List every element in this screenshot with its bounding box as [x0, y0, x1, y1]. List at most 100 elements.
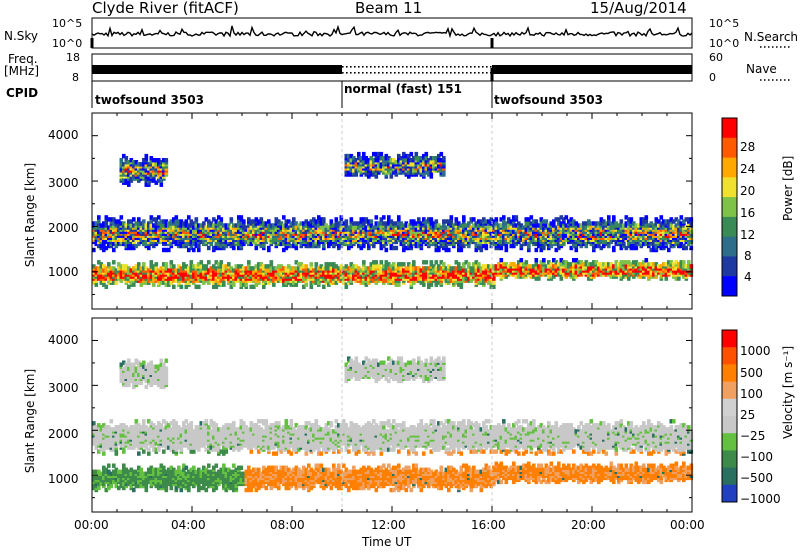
power-cell — [489, 221, 494, 226]
power-cell — [554, 247, 559, 253]
power-cell — [162, 262, 166, 267]
power-cell — [222, 223, 226, 228]
power-cell — [294, 221, 299, 226]
power-cell — [129, 268, 134, 273]
power-cell — [552, 274, 556, 279]
power-cell — [92, 221, 96, 226]
power-cell — [429, 174, 434, 179]
power-cell — [162, 223, 166, 228]
power-cell — [119, 158, 124, 163]
power-cell — [644, 258, 649, 263]
power-cell — [539, 260, 544, 265]
power-cell — [192, 225, 196, 230]
power-cell — [237, 241, 241, 247]
power-cell — [534, 258, 539, 263]
power-cell — [514, 215, 519, 220]
power-cell — [97, 219, 101, 224]
power-cell — [639, 221, 644, 226]
power-cell — [359, 156, 364, 161]
power-cell — [219, 260, 224, 265]
power-cell — [264, 268, 269, 273]
power-cell — [547, 260, 551, 265]
power-cell — [172, 217, 176, 222]
power-cell — [149, 260, 154, 265]
power-cell — [649, 262, 654, 267]
freq-dot — [454, 72, 456, 74]
power-cell — [414, 156, 419, 161]
power-cell — [397, 153, 401, 159]
power-cell — [644, 223, 649, 228]
power-cell — [282, 266, 286, 271]
power-cell — [609, 221, 614, 226]
power-cell — [364, 217, 369, 222]
power-cell — [299, 221, 304, 226]
power-cell — [299, 262, 304, 267]
power-cell — [424, 266, 429, 271]
power-cell — [374, 264, 379, 269]
power-cell — [377, 156, 381, 161]
power-cell — [329, 219, 334, 224]
power-cell — [384, 266, 389, 271]
power-cell — [149, 156, 154, 161]
power-cell — [352, 156, 356, 161]
power-cell — [407, 158, 411, 163]
power-cell — [122, 264, 126, 269]
power-cell — [219, 221, 224, 226]
power-cell — [437, 153, 441, 159]
nave-dot — [378, 66, 380, 68]
power-cell — [149, 160, 154, 165]
power-cell — [542, 258, 546, 263]
power-cell — [309, 284, 314, 289]
power-cell — [564, 215, 569, 220]
power-cell — [132, 245, 136, 251]
power-cell — [252, 219, 256, 224]
power-cell — [179, 243, 184, 249]
power-cell — [129, 245, 134, 251]
power-cell — [372, 151, 376, 157]
power-cell — [372, 225, 376, 230]
power-cell — [399, 262, 404, 267]
nave-dot — [382, 66, 384, 68]
power-cell — [379, 260, 384, 265]
power-cell — [459, 247, 464, 253]
power-cell — [292, 221, 296, 226]
power-cell — [587, 262, 591, 267]
power-cell — [154, 158, 159, 163]
power-cell — [442, 156, 446, 161]
power-cell — [572, 223, 576, 228]
power-cell — [202, 221, 206, 226]
power-cell — [472, 217, 476, 222]
power-cell — [324, 262, 329, 267]
power-cell — [312, 221, 316, 226]
power-cell — [379, 245, 384, 251]
nave-dot — [410, 66, 412, 68]
power-cell — [164, 262, 169, 267]
power-cell — [544, 264, 549, 269]
power-cell — [309, 219, 314, 224]
power-cell — [439, 260, 444, 265]
power-cell — [387, 262, 391, 267]
power-cell — [112, 266, 116, 271]
power-cell — [239, 221, 244, 226]
nave-dot — [450, 66, 452, 68]
power-cell — [472, 262, 476, 267]
power-cell — [172, 264, 176, 269]
power-cell — [127, 219, 131, 224]
power-cell — [417, 266, 421, 271]
power-cell — [179, 219, 184, 224]
power-cell — [137, 217, 141, 222]
power-cell — [379, 266, 384, 271]
power-cell — [112, 260, 116, 265]
nave-dot — [402, 66, 404, 68]
power-cell — [557, 221, 561, 226]
power-cell — [344, 153, 349, 159]
power-cell — [477, 262, 481, 267]
power-cell — [142, 223, 146, 228]
power-cell — [644, 215, 649, 220]
power-cell — [124, 223, 129, 228]
power-cell — [257, 219, 261, 224]
power-cell — [417, 243, 421, 249]
power-cell — [382, 215, 386, 220]
power-cell — [389, 158, 394, 163]
freq-dot — [458, 72, 460, 74]
